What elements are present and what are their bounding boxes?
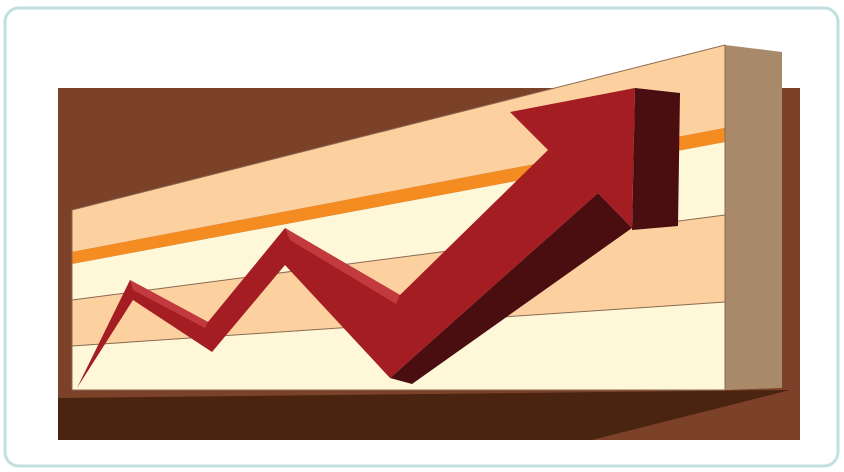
arrow-shadow — [390, 193, 632, 384]
arrow — [77, 88, 635, 388]
arrow-highlight — [285, 228, 400, 304]
arrow-head-side — [632, 88, 680, 230]
floor-shadow — [58, 390, 790, 440]
arrow-highlight — [130, 280, 208, 328]
board-outline — [71, 44, 726, 391]
board-band — [72, 45, 725, 252]
board-side — [725, 45, 782, 390]
